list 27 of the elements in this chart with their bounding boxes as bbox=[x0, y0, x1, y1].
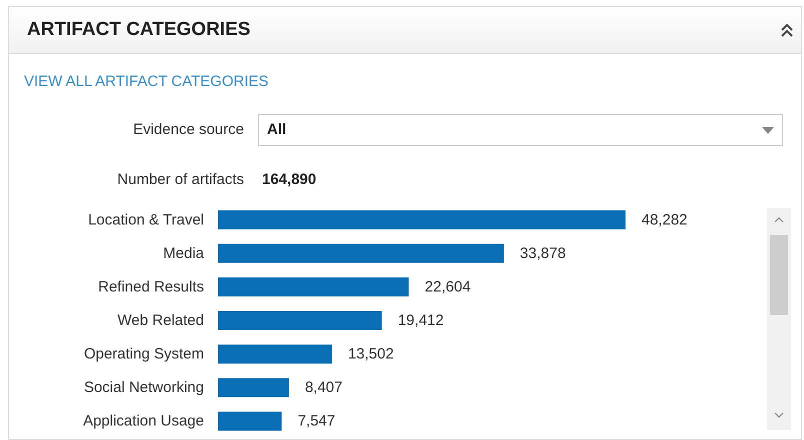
bar bbox=[218, 412, 282, 431]
text: 164,890 bbox=[262, 171, 316, 188]
bar bbox=[218, 311, 382, 330]
data-label: 7,547 bbox=[298, 412, 336, 430]
bar bbox=[218, 344, 332, 364]
chart-title: ARTIFACT CATEGORIES bbox=[27, 19, 250, 41]
data-label: 48,282 bbox=[642, 211, 688, 228]
text: Number of artifacts bbox=[117, 171, 244, 188]
bar bbox=[218, 210, 626, 230]
data-label: 8,407 bbox=[304, 379, 342, 396]
y-tick-label: Social Networking bbox=[84, 379, 204, 396]
y-tick-label: Location & Travel bbox=[88, 211, 204, 228]
data-label: 33,878 bbox=[520, 244, 566, 262]
data-label: 19,412 bbox=[398, 312, 444, 329]
data-label: 22,604 bbox=[424, 278, 471, 296]
data-label: 13,502 bbox=[348, 346, 394, 363]
y-tick-label: Media bbox=[163, 244, 205, 262]
y-tick-label: Application Usage bbox=[83, 412, 204, 430]
y-tick-label: Operating System bbox=[84, 346, 204, 363]
text: VIEW ALL ARTIFACT CATEGORIES bbox=[24, 73, 269, 90]
bar bbox=[218, 378, 289, 398]
y-tick-label: Web Related bbox=[118, 312, 204, 329]
bar bbox=[218, 244, 504, 263]
y-tick-label: Refined Results bbox=[98, 278, 204, 296]
text: Evidence source bbox=[133, 121, 244, 138]
text: All bbox=[267, 121, 286, 138]
bar bbox=[218, 277, 409, 296]
